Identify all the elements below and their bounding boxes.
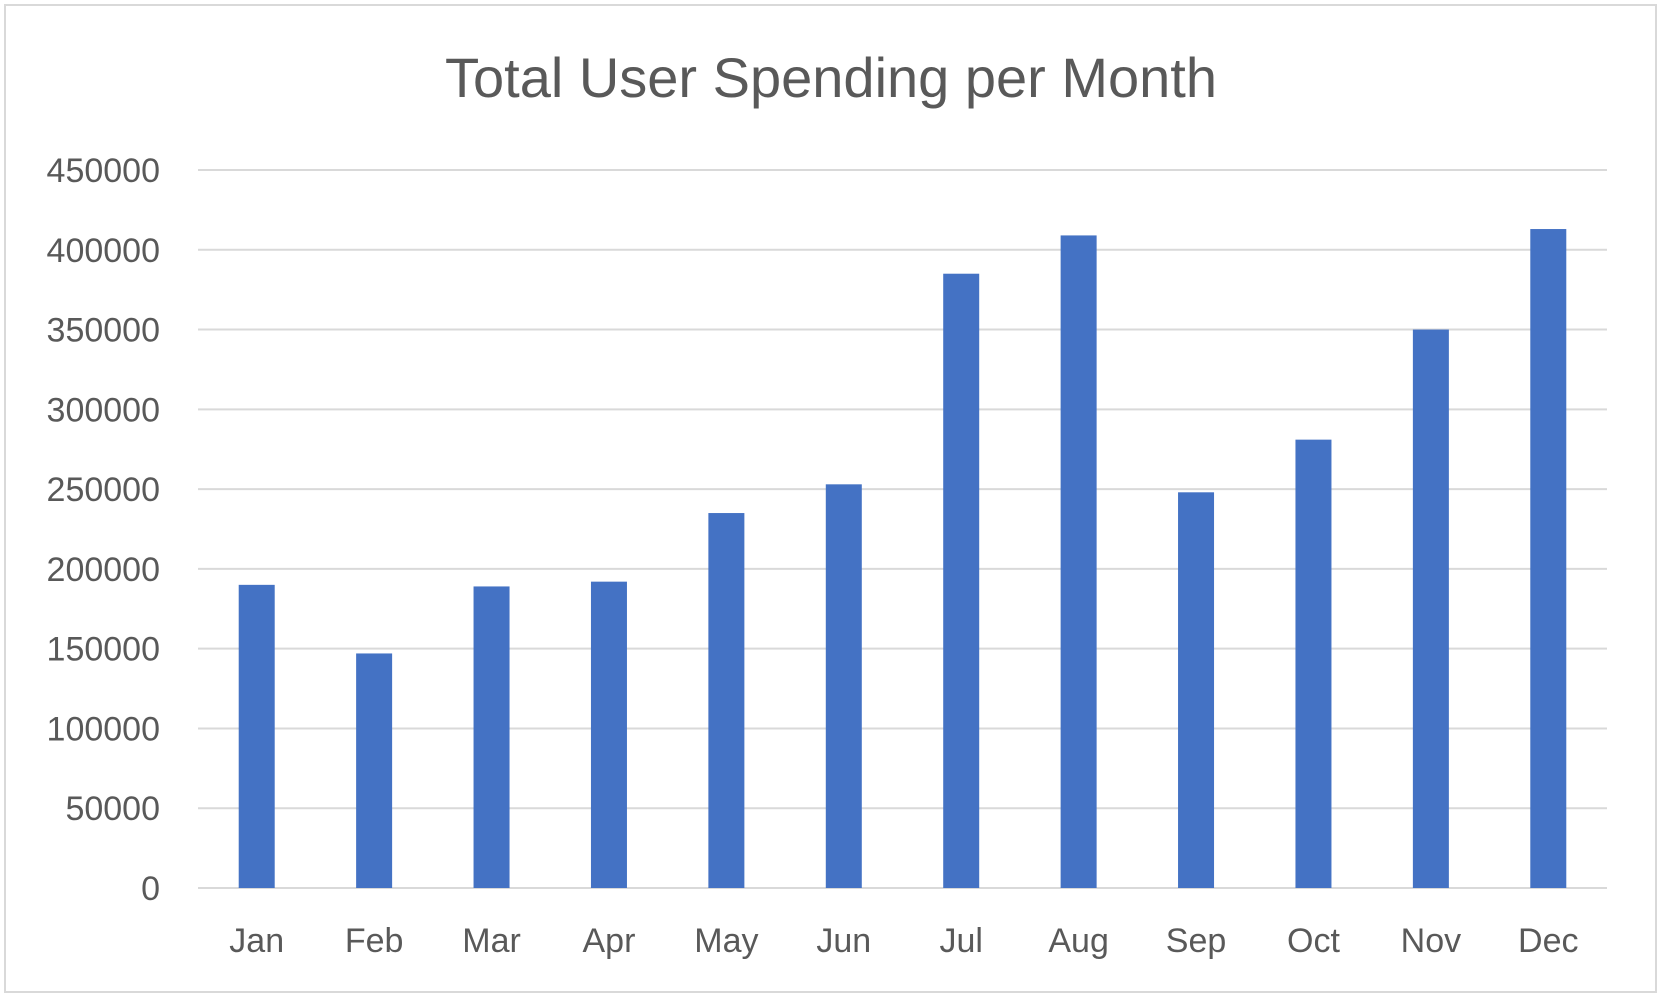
x-tick-label: Aug bbox=[1048, 922, 1109, 960]
bar-jul bbox=[943, 273, 980, 888]
bar-may bbox=[708, 513, 745, 888]
x-tick-label: Jan bbox=[229, 922, 284, 960]
y-tick-label: 100000 bbox=[47, 710, 160, 748]
bars bbox=[238, 229, 1567, 889]
bar-dec bbox=[1530, 229, 1567, 889]
bar-apr bbox=[590, 581, 627, 888]
y-tick-label: 350000 bbox=[47, 312, 160, 350]
x-tick-label: Mar bbox=[462, 922, 521, 960]
chart-title: Total User Spending per Month bbox=[445, 46, 1217, 109]
y-tick-label: 250000 bbox=[47, 471, 160, 509]
gridlines bbox=[198, 169, 1607, 889]
x-tick-label: May bbox=[694, 922, 758, 960]
y-axis-tick-labels: 0 50000 100000 150000 200000 250000 300000 3500… bbox=[47, 152, 160, 908]
x-tick-label: Jul bbox=[939, 922, 982, 960]
bar-feb bbox=[356, 653, 393, 888]
bar-nov bbox=[1412, 329, 1449, 888]
y-tick-label: 400000 bbox=[47, 232, 160, 270]
y-tick-label: 200000 bbox=[47, 551, 160, 589]
x-tick-label: Dec bbox=[1518, 922, 1578, 960]
bar-oct bbox=[1295, 439, 1332, 888]
bar-sep bbox=[1178, 492, 1215, 888]
y-tick-label: 50000 bbox=[65, 790, 160, 828]
bar-aug bbox=[1060, 235, 1097, 888]
bar-mar bbox=[473, 586, 510, 888]
x-tick-label: Nov bbox=[1401, 922, 1461, 960]
y-tick-label: 0 bbox=[141, 870, 160, 908]
y-tick-label: 150000 bbox=[47, 631, 160, 669]
x-tick-label: Apr bbox=[582, 922, 635, 960]
y-tick-label: 450000 bbox=[47, 152, 160, 190]
bar-jan bbox=[238, 584, 275, 888]
x-tick-label: Oct bbox=[1287, 922, 1340, 960]
x-tick-label: Sep bbox=[1166, 922, 1227, 960]
y-tick-label: 300000 bbox=[47, 391, 160, 429]
bar-jun bbox=[825, 484, 862, 888]
x-tick-label: Feb bbox=[345, 922, 404, 960]
x-tick-label: Jun bbox=[816, 922, 871, 960]
x-axis-tick-labels: Jan Feb Mar Apr May Jun Jul Aug Sep Oct Nov Dec bbox=[229, 922, 1578, 960]
